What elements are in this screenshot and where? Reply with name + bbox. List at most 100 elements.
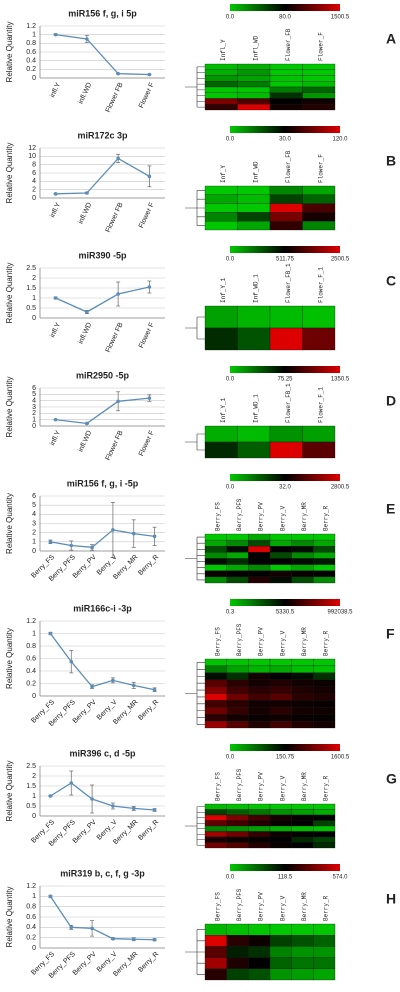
x-tick-label: infl.Y bbox=[49, 321, 62, 338]
x-tick-label: infl.Y bbox=[49, 429, 62, 446]
heatmap-cell bbox=[248, 720, 271, 729]
x-tick-label: Berry_R bbox=[137, 819, 160, 842]
heatmap-cell bbox=[204, 212, 238, 222]
heatmap-cell bbox=[226, 820, 249, 827]
color-scale bbox=[230, 599, 340, 606]
heatmap-cell bbox=[291, 946, 314, 958]
heatmap-cell bbox=[313, 539, 336, 547]
heatmap-cell bbox=[204, 539, 227, 547]
heatmap-cell bbox=[226, 700, 249, 708]
y-tick-label: 0 bbox=[32, 195, 36, 202]
heatmap-cell bbox=[291, 825, 314, 832]
heatmap-cell bbox=[269, 825, 292, 832]
heatmap-cell bbox=[237, 203, 271, 213]
heatmap-cell bbox=[291, 968, 314, 981]
scale-tick-label: 80.0 bbox=[279, 15, 291, 21]
heatmap-cell bbox=[204, 665, 227, 673]
heatmap-cell bbox=[313, 825, 336, 832]
y-tick-label: 0 bbox=[32, 945, 36, 952]
heatmap-cell bbox=[313, 836, 336, 843]
heatmap-cell bbox=[313, 831, 336, 838]
column-label: Flower_F bbox=[317, 32, 324, 61]
dendrogram bbox=[185, 929, 205, 975]
heatmap-cell bbox=[204, 63, 238, 70]
data-line bbox=[55, 157, 150, 195]
heatmap-cell bbox=[204, 714, 227, 722]
heatmap-cell bbox=[248, 842, 271, 849]
heatmap-cell bbox=[313, 546, 336, 553]
scale-tick-label: 150.75 bbox=[276, 755, 295, 761]
column-label: Berry_V bbox=[279, 630, 286, 656]
y-axis-label: Relative Quantity bbox=[5, 628, 14, 689]
y-tick-label: 0.6 bbox=[26, 914, 36, 921]
scale-tick-label: 0.0 bbox=[226, 875, 235, 881]
heatmap-cell bbox=[248, 935, 271, 947]
dendrogram bbox=[185, 433, 205, 451]
heatmap-cell bbox=[248, 700, 271, 708]
heatmap-cell bbox=[269, 185, 303, 195]
scale-tick-label: 0.0 bbox=[226, 15, 235, 21]
heatmap-cell bbox=[226, 814, 249, 821]
heatmap-cell bbox=[269, 957, 292, 969]
y-tick-label: 4 bbox=[32, 178, 36, 185]
heatmap-cell bbox=[248, 714, 271, 722]
chart-title: miR156 f, g, i -5p bbox=[67, 478, 139, 488]
heatmap-cell bbox=[204, 98, 238, 105]
color-scale bbox=[230, 126, 340, 133]
column-label: Berry_MR bbox=[301, 627, 308, 656]
heatmap-cell bbox=[248, 533, 271, 541]
heatmap-cell bbox=[302, 305, 336, 329]
heatmap-cell bbox=[313, 672, 336, 680]
y-axis-label: Relative Quantity bbox=[5, 263, 14, 324]
column-label: Berry_PFS bbox=[236, 888, 243, 921]
scale-tick-label: 0.3 bbox=[226, 610, 235, 616]
scale-tick-label: 75.25 bbox=[277, 377, 293, 383]
column-label: Flower_FB_1 bbox=[285, 383, 292, 423]
heatmap-cell bbox=[302, 441, 336, 459]
y-tick-label: 1 bbox=[32, 295, 36, 302]
y-tick-label: 0.8 bbox=[26, 904, 36, 911]
heatmap-cell bbox=[204, 327, 238, 351]
heatmap-cell bbox=[248, 679, 271, 687]
column-label: Flower_FB bbox=[285, 28, 292, 61]
y-tick-label: 5 bbox=[32, 391, 36, 398]
heatmap-cell bbox=[269, 707, 292, 715]
panel-label: F bbox=[386, 626, 395, 642]
scale-tick-label: 0.0 bbox=[226, 755, 235, 761]
heatmap-cell bbox=[269, 546, 292, 553]
heatmap-cell bbox=[237, 63, 271, 70]
scale-tick-label: 0.0 bbox=[226, 377, 235, 383]
x-tick-label: Berry_R bbox=[137, 699, 160, 722]
heatmap-cell bbox=[269, 576, 292, 584]
chart-title: miR2950 -5p bbox=[76, 370, 130, 380]
heatmap-cell bbox=[226, 935, 249, 947]
heatmap-cell bbox=[302, 425, 336, 443]
x-tick-label: Flower FB bbox=[105, 201, 125, 233]
heatmap-cell bbox=[204, 81, 238, 88]
column-label: Berry_FS bbox=[214, 502, 221, 531]
heatmap-cell bbox=[204, 946, 227, 958]
heatmap-cell bbox=[248, 686, 271, 694]
heatmap-cell bbox=[313, 576, 336, 584]
heatmap-cell bbox=[269, 814, 292, 821]
scale-tick-label: 1500.5 bbox=[331, 15, 350, 21]
y-tick-label: 2 bbox=[32, 530, 36, 537]
heatmap-cell bbox=[291, 679, 314, 687]
heatmap-cell bbox=[291, 831, 314, 838]
column-label: Inf_WD bbox=[252, 161, 259, 183]
heatmap-cell bbox=[269, 425, 303, 443]
heatmap-cell bbox=[302, 98, 336, 105]
heatmap-cell bbox=[313, 533, 336, 541]
heatmap-cell bbox=[313, 957, 336, 969]
column-label: Berry_MR bbox=[301, 502, 308, 531]
data-point bbox=[90, 684, 94, 689]
heatmap-cell bbox=[269, 564, 292, 571]
heatmap-cell bbox=[204, 820, 227, 827]
heatmap-cell bbox=[204, 658, 227, 667]
heatmap-cell bbox=[204, 86, 238, 93]
data-point bbox=[69, 925, 74, 930]
heatmap-cell bbox=[269, 946, 292, 958]
heatmap-cell bbox=[269, 665, 292, 673]
heatmap-cell bbox=[269, 327, 303, 351]
